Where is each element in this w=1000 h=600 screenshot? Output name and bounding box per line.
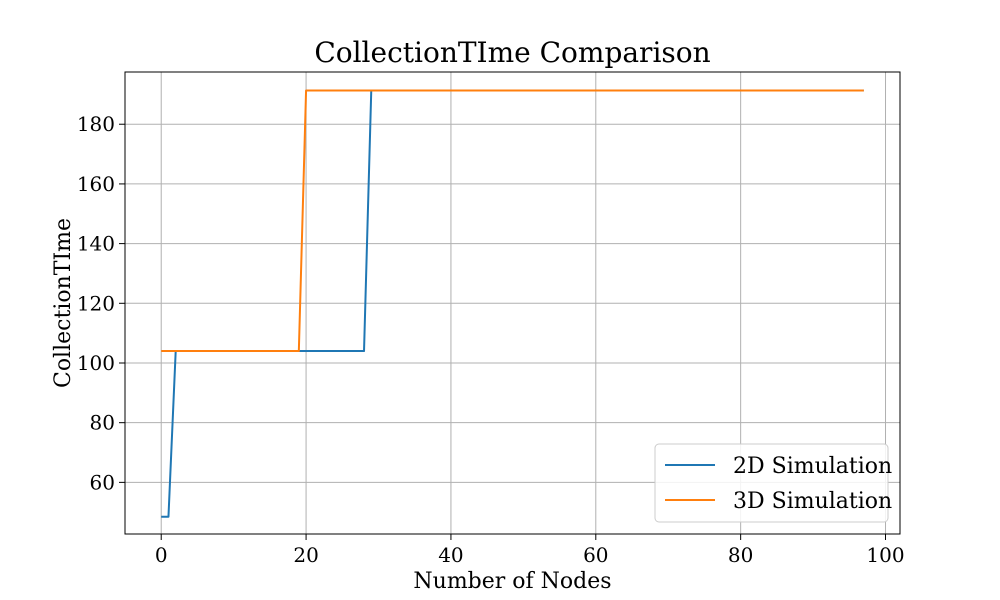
y-axis-label: CollectionTIme — [51, 218, 76, 388]
x-tick-label: 0 — [155, 543, 168, 567]
chart-title: CollectionTIme Comparison — [314, 36, 710, 69]
legend-box — [654, 443, 889, 523]
x-tick-label: 80 — [728, 543, 753, 567]
x-tick-label: 100 — [866, 543, 904, 567]
legend-label: 2D Simulation — [733, 454, 892, 479]
y-tick-label: 100 — [77, 351, 115, 375]
y-tick-label: 120 — [77, 291, 115, 315]
x-tick-label: 40 — [438, 543, 463, 567]
y-tick-label: 180 — [77, 112, 115, 136]
y-tick-label: 80 — [90, 411, 115, 435]
x-tick-label: 20 — [293, 543, 318, 567]
y-tick-label: 60 — [90, 470, 115, 494]
y-tick-label: 160 — [77, 172, 115, 196]
series-line-3d-simulation — [161, 89, 864, 353]
axis-ticks: 0 20 40 60 80 100 60 80 100 120 140 160 180 — [77, 112, 905, 567]
legend-label: 3D Simulation — [733, 489, 892, 514]
legend: 2D Simulation 3D Simulation — [654, 443, 892, 523]
y-tick-label: 140 — [77, 232, 115, 256]
series-lines — [161, 89, 864, 518]
x-axis-label: Number of Nodes — [413, 569, 611, 594]
x-tick-label: 60 — [583, 543, 608, 567]
